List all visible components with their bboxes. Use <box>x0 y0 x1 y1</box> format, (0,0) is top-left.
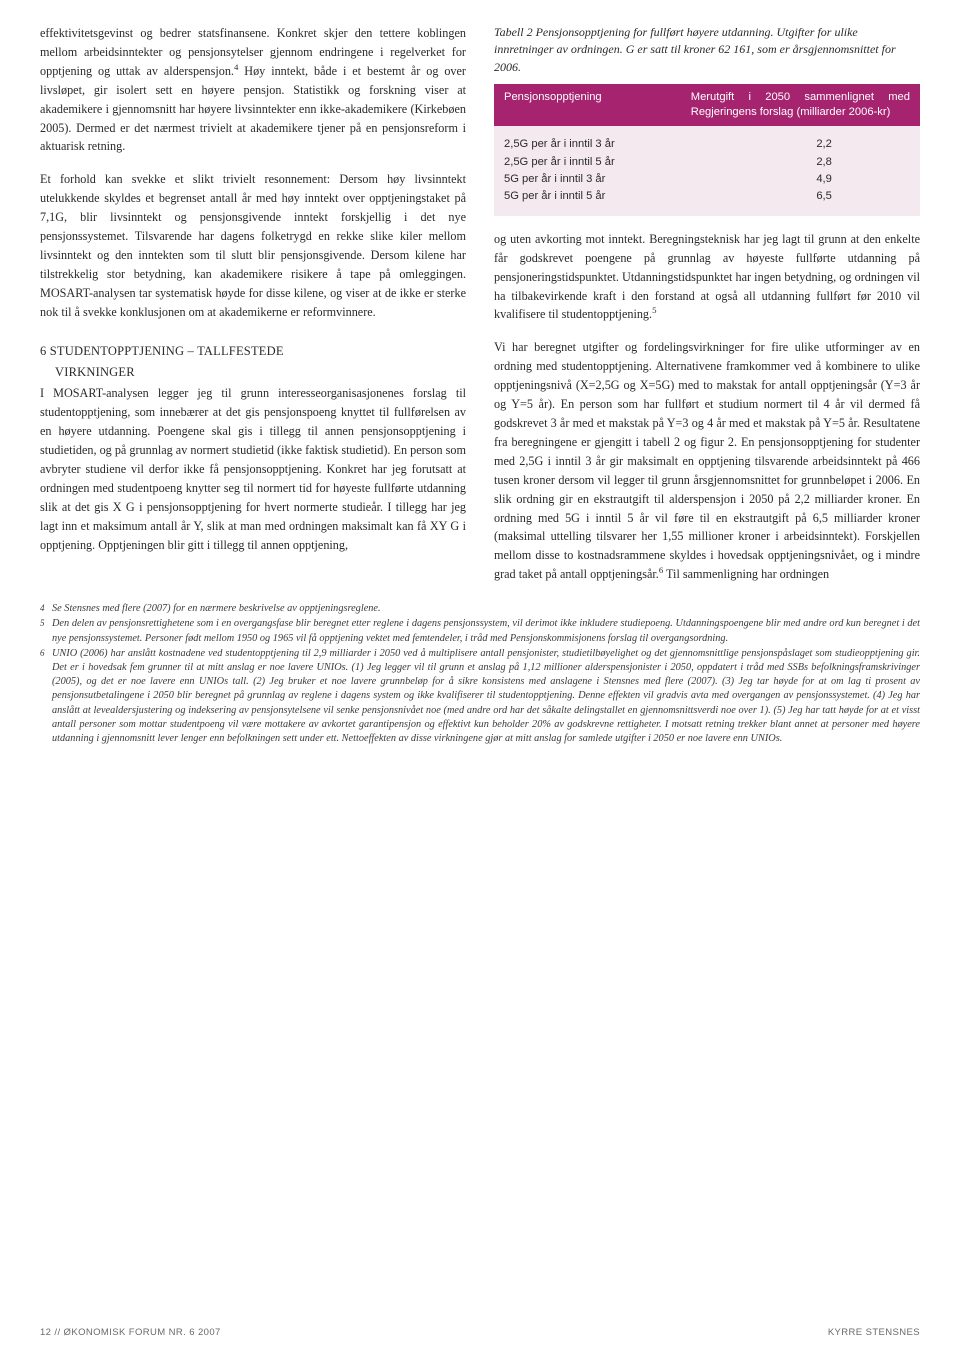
left-column: effektivitetsgevinst og bedrer statsfina… <box>40 24 466 584</box>
footer-journal: // ØKONOMISK FORUM NR. 6 2007 <box>54 1327 220 1338</box>
table-header-cell: Pensjonsopptjening <box>504 90 691 120</box>
body-paragraph: Vi har beregnet utgifter og fordelingsvi… <box>494 338 920 584</box>
section-heading: 6 STUDENTOPPTJENING – TALLFESTEDE <box>40 342 466 361</box>
table-header-row: Pensjonsopptjening Merutgift i 2050 samm… <box>494 84 920 126</box>
table-cell: 4,9 <box>796 171 910 188</box>
table-row: 5G per år i inntil 3 år 4,9 <box>504 171 910 188</box>
footnote-ref: 5 <box>652 305 656 315</box>
body-paragraph: og uten avkorting mot inntekt. Beregning… <box>494 230 920 325</box>
table-row: 2,5G per år i inntil 5 år 2,8 <box>504 154 910 171</box>
table-row: 5G per år i inntil 5 år 6,5 <box>504 188 910 205</box>
text-run: og uten avkorting mot inntekt. Beregning… <box>494 232 920 322</box>
table-caption: Tabell 2 Pensjonsopptjening for fullført… <box>494 24 920 76</box>
footer-left: 12 // ØKONOMISK FORUM NR. 6 2007 <box>40 1327 221 1338</box>
footnote-number: 5 <box>40 617 52 645</box>
table-cell: 2,8 <box>796 154 910 171</box>
footnote-text: Den delen av pensjonsrettighetene som i … <box>52 617 920 645</box>
table-cell: 5G per år i inntil 5 år <box>504 188 796 205</box>
footer-author: KYRRE STENSNES <box>828 1327 920 1338</box>
body-paragraph: I MOSART-analysen legger jeg til grunn i… <box>40 384 466 554</box>
table-cell: 6,5 <box>796 188 910 205</box>
body-paragraph: effektivitetsgevinst og bedrer statsfina… <box>40 24 466 156</box>
table-cell: 2,5G per år i inntil 5 år <box>504 154 796 171</box>
footnote: 4 Se Stensnes med flere (2007) for en næ… <box>40 602 920 616</box>
footnote-text: Se Stensnes med flere (2007) for en nærm… <box>52 602 920 616</box>
table-row: 2,5G per år i inntil 3 år 2,2 <box>504 136 910 153</box>
table-cell: 5G per år i inntil 3 år <box>504 171 796 188</box>
footnote-number: 6 <box>40 647 52 746</box>
table-body: 2,5G per år i inntil 3 år 2,2 2,5G per å… <box>494 126 920 215</box>
table-cell: 2,5G per år i inntil 3 år <box>504 136 796 153</box>
right-column: Tabell 2 Pensjonsopptjening for fullført… <box>494 24 920 584</box>
table-2: Tabell 2 Pensjonsopptjening for fullført… <box>494 24 920 216</box>
text-run: Vi har beregnet utgifter og fordelingsvi… <box>494 340 920 581</box>
page-footer: 12 // ØKONOMISK FORUM NR. 6 2007 KYRRE S… <box>40 1327 920 1338</box>
body-paragraph: Et forhold kan svekke et slikt trivielt … <box>40 170 466 321</box>
page-number: 12 <box>40 1327 51 1338</box>
section-heading-line2: VIRKNINGER <box>40 363 466 382</box>
text-run: Til sammenligning har ordningen <box>663 567 829 581</box>
footnotes-block: 4 Se Stensnes med flere (2007) for en næ… <box>40 602 920 746</box>
footnote: 5 Den delen av pensjonsrettighetene som … <box>40 617 920 645</box>
two-column-layout: effektivitetsgevinst og bedrer statsfina… <box>40 24 920 584</box>
footnote-text: UNIO (2006) har anslått kostnadene ved s… <box>52 647 920 746</box>
footnote-number: 4 <box>40 602 52 616</box>
table-header-cell: Merutgift i 2050 sammenlignet med Regjer… <box>691 90 910 120</box>
table-cell: 2,2 <box>796 136 910 153</box>
footnote: 6 UNIO (2006) har anslått kostnadene ved… <box>40 647 920 746</box>
